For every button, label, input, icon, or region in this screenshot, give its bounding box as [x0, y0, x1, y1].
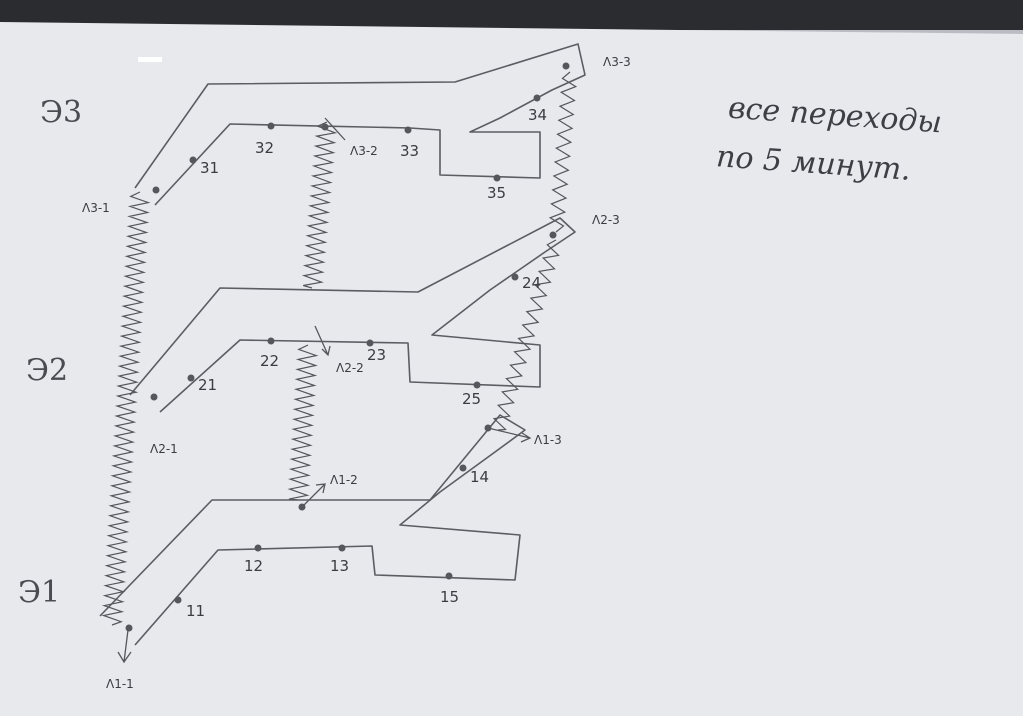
dot-l3-1: [152, 186, 160, 194]
point-label-31: 31: [200, 159, 219, 177]
spring-l2-2-down: [287, 344, 319, 501]
floor-label-e1: Э1: [18, 575, 60, 610]
point-label-33: 33: [400, 142, 419, 160]
floor2-outer-path: [129, 217, 576, 413]
spring-l1-1-to-l3-1: [101, 191, 151, 626]
glare-mark: [138, 57, 162, 62]
point-label-22: 22: [260, 352, 279, 370]
node-label-l2-2: Λ2-2: [336, 361, 364, 375]
node-label-l3-3: Λ3-3: [603, 55, 631, 69]
dot-13: [338, 544, 346, 552]
floor-label-e3: Э3: [40, 95, 82, 130]
dot-25: [473, 381, 481, 389]
dot-35: [493, 174, 501, 182]
dot-l3-2: [321, 123, 329, 131]
dot-22: [267, 337, 275, 345]
point-label-11: 11: [186, 602, 205, 620]
point-label-15: 15: [440, 588, 459, 606]
dot-21: [187, 374, 195, 382]
floor-label-e2: Э2: [26, 353, 68, 388]
dot-l3-3: [562, 62, 570, 70]
node-label-l2-3: Λ2-3: [592, 213, 620, 227]
floor3-outer-path: [134, 43, 586, 206]
dot-23: [366, 339, 374, 347]
dot-11: [174, 596, 182, 604]
survey-dots: [125, 62, 570, 632]
dot-l1-1: [125, 624, 133, 632]
point-label-32: 32: [255, 139, 274, 157]
point-label-21: 21: [198, 376, 217, 394]
dot-15: [445, 572, 453, 580]
arrow-l1-1: [117, 629, 132, 664]
point-label-35: 35: [487, 184, 506, 202]
spring-l3-3-to-l2-3: [548, 71, 578, 233]
node-label-l3-2: Λ3-2: [350, 144, 378, 158]
point-label-24: 24: [522, 274, 541, 292]
floor1-outer-path: [99, 414, 526, 646]
point-label-12: 12: [244, 557, 263, 575]
point-label-13: 13: [330, 557, 349, 575]
dot-34: [533, 94, 541, 102]
node-label-l1-1: Λ1-1: [106, 677, 134, 691]
node-label-l1-3: Λ1-3: [534, 433, 562, 447]
arrow-l3-2: [324, 117, 346, 141]
arrow-l1-3: [487, 427, 532, 443]
dot-32: [267, 122, 275, 130]
spring-l2-3-to-l1-3: [492, 239, 560, 431]
spring-l3-2-down: [301, 121, 338, 289]
point-label-14: 14: [470, 468, 489, 486]
floor-outlines: [99, 43, 586, 646]
point-label-23: 23: [367, 346, 386, 364]
connector-springs: [101, 71, 578, 626]
arrow-l2-2: [314, 325, 331, 357]
point-label-34: 34: [528, 106, 547, 124]
arrow-l1-2: [302, 483, 326, 507]
node-label-l3-1: Λ3-1: [82, 201, 110, 215]
dot-l2-3: [549, 231, 557, 239]
dot-l2-1: [150, 393, 158, 401]
point-label-25: 25: [462, 390, 481, 408]
pointer-arrows: [117, 117, 532, 664]
dot-l1-3: [484, 424, 492, 432]
dot-l1-2: [298, 503, 306, 511]
dot-33: [404, 126, 412, 134]
node-label-l1-2: Λ1-2: [330, 473, 358, 487]
dot-31: [189, 156, 197, 164]
paper: [0, 22, 1023, 716]
dot-14: [459, 464, 467, 472]
dot-24: [511, 273, 519, 281]
dot-12: [254, 544, 262, 552]
node-label-l2-1: Λ2-1: [150, 442, 178, 456]
